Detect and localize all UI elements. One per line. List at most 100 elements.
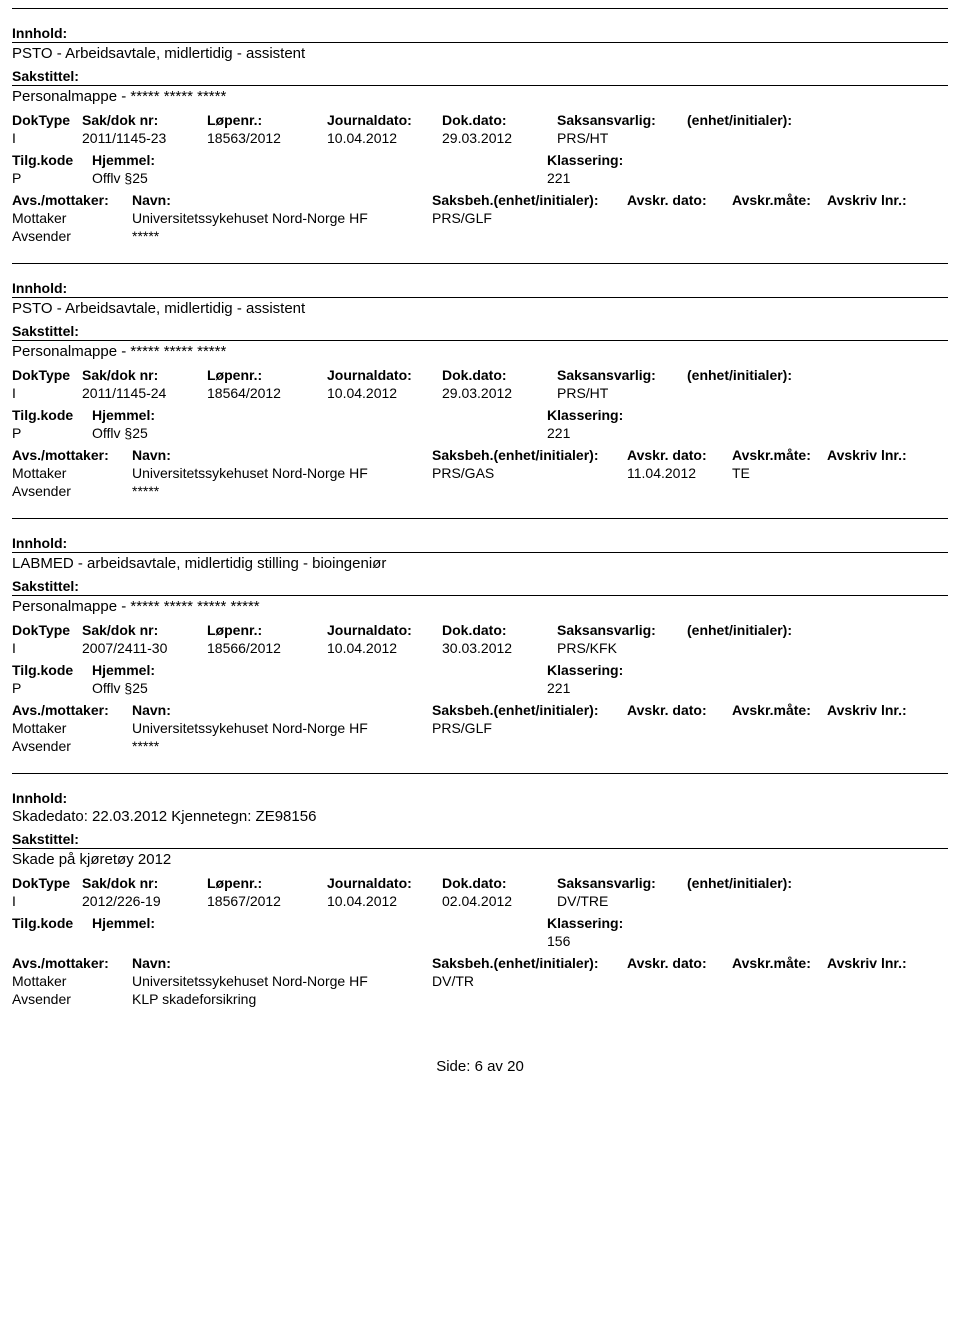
td-avskrmate	[732, 209, 827, 227]
th-navn: Navn:	[132, 954, 432, 972]
td-mottaker-navn: Universitetssykehuset Nord-Norge HF	[132, 972, 432, 990]
td-avskrlnr	[827, 464, 948, 482]
th-doktype: DokType	[12, 111, 82, 129]
td-mottaker-saksbeh: PRS/GLF	[432, 209, 627, 227]
td-hjemmel	[92, 932, 547, 950]
td-sakdok: 2011/1145-23	[82, 129, 207, 147]
td-avsender-role: Avsender	[12, 482, 132, 500]
td-tilgkode: P	[12, 169, 92, 187]
sakstittel-label: Sakstittel:	[12, 68, 948, 86]
td-avskrmate	[732, 719, 827, 737]
innhold-label: Innhold:	[12, 790, 948, 806]
th-saksbeh: Saksbeh.(enhet/initialer):	[432, 446, 627, 464]
th-avskrlnr: Avskriv lnr.:	[827, 954, 948, 972]
td-saksans: PRS/KFK	[557, 639, 687, 657]
hjemmel-table: Tilg.kode Hjemmel: Klassering: P Offlv §…	[12, 406, 948, 442]
th-avskrdato: Avskr. dato:	[627, 954, 732, 972]
th-avskrlnr: Avskriv lnr.:	[827, 701, 948, 719]
th-saksans: Saksansvarlig:	[557, 621, 687, 639]
td-mottaker-saksbeh: PRS/GLF	[432, 719, 627, 737]
th-doktype: DokType	[12, 621, 82, 639]
td-sakdok: 2011/1145-24	[82, 384, 207, 402]
innhold-text: PSTO - Arbeidsavtale, midlertidig - assi…	[12, 45, 948, 62]
td-klass: 221	[547, 424, 948, 442]
th-tilgkode: Tilg.kode	[12, 914, 92, 932]
sakstittel-label: Sakstittel:	[12, 578, 948, 596]
th-avskrlnr: Avskriv lnr.:	[827, 191, 948, 209]
sakstittel-text: Personalmappe - ***** ***** *****	[12, 88, 948, 105]
hjemmel-table: Tilg.kode Hjemmel: Klassering: P Offlv §…	[12, 661, 948, 697]
record: Innhold: PSTO - Arbeidsavtale, midlertid…	[12, 8, 948, 245]
td-lopenr: 18567/2012	[207, 892, 327, 910]
td-mottaker-role: Mottaker	[12, 972, 132, 990]
th-avskrdato: Avskr. dato:	[627, 446, 732, 464]
td-saksans: PRS/HT	[557, 129, 687, 147]
th-avsmottaker: Avs./mottaker:	[12, 191, 132, 209]
td-journal: 10.04.2012	[327, 129, 442, 147]
th-klass: Klassering:	[547, 151, 948, 169]
main-table: DokType Sak/dok nr: Løpenr.: Journaldato…	[12, 366, 948, 402]
th-sakdok: Sak/dok nr:	[82, 366, 207, 384]
th-enhet: (enhet/initialer):	[687, 366, 948, 384]
td-saksans: PRS/HT	[557, 384, 687, 402]
th-avskrmate: Avskr.måte:	[732, 954, 827, 972]
td-avskrdato	[627, 209, 732, 227]
td-doktype: I	[12, 639, 82, 657]
main-table: DokType Sak/dok nr: Løpenr.: Journaldato…	[12, 874, 948, 910]
td-doktype: I	[12, 892, 82, 910]
td-enhet	[687, 892, 948, 910]
mottaker-table: Avs./mottaker: Navn: Saksbeh.(enhet/init…	[12, 701, 948, 755]
td-dokdato: 29.03.2012	[442, 384, 557, 402]
th-journal: Journaldato:	[327, 874, 442, 892]
td-tilgkode: P	[12, 424, 92, 442]
td-doktype: I	[12, 384, 82, 402]
td-mottaker-navn: Universitetssykehuset Nord-Norge HF	[132, 464, 432, 482]
td-avsender-role: Avsender	[12, 227, 132, 245]
td-avskrlnr	[827, 209, 948, 227]
th-avskrdato: Avskr. dato:	[627, 701, 732, 719]
td-lopenr: 18563/2012	[207, 129, 327, 147]
th-dokdato: Dok.dato:	[442, 366, 557, 384]
sakstittel-label: Sakstittel:	[12, 831, 948, 849]
sakstittel-text: Personalmappe - ***** ***** ***** *****	[12, 598, 948, 615]
td-dokdato: 02.04.2012	[442, 892, 557, 910]
mottaker-table: Avs./mottaker: Navn: Saksbeh.(enhet/init…	[12, 191, 948, 245]
footer-total: 20	[507, 1058, 524, 1075]
td-tilgkode: P	[12, 679, 92, 697]
innhold-text: PSTO - Arbeidsavtale, midlertidig - assi…	[12, 300, 948, 317]
td-mottaker-navn: Universitetssykehuset Nord-Norge HF	[132, 719, 432, 737]
th-lopenr: Løpenr.:	[207, 366, 327, 384]
th-sakdok: Sak/dok nr:	[82, 111, 207, 129]
record: Innhold: Skadedato: 22.03.2012 Kjenneteg…	[12, 773, 948, 1008]
th-tilgkode: Tilg.kode	[12, 151, 92, 169]
th-navn: Navn:	[132, 191, 432, 209]
td-sakdok: 2012/226-19	[82, 892, 207, 910]
td-dokdato: 29.03.2012	[442, 129, 557, 147]
td-saksans: DV/TRE	[557, 892, 687, 910]
footer-page: 6	[475, 1058, 483, 1075]
th-dokdato: Dok.dato:	[442, 621, 557, 639]
main-table: DokType Sak/dok nr: Løpenr.: Journaldato…	[12, 111, 948, 147]
td-klass: 156	[547, 932, 948, 950]
th-dokdato: Dok.dato:	[442, 874, 557, 892]
td-enhet	[687, 384, 948, 402]
sakstittel-label: Sakstittel:	[12, 323, 948, 341]
innhold-label: Innhold:	[12, 280, 948, 298]
th-avsmottaker: Avs./mottaker:	[12, 446, 132, 464]
sakstittel-text: Skade på kjøretøy 2012	[12, 851, 948, 868]
th-avskrmate: Avskr.måte:	[732, 701, 827, 719]
td-enhet	[687, 129, 948, 147]
footer-av: av	[487, 1058, 503, 1075]
td-avskrdato	[627, 719, 732, 737]
td-hjemmel: Offlv §25	[92, 424, 547, 442]
th-avskrdato: Avskr. dato:	[627, 191, 732, 209]
td-avsender-navn: KLP skadeforsikring	[132, 990, 432, 1008]
th-doktype: DokType	[12, 366, 82, 384]
th-klass: Klassering:	[547, 406, 948, 424]
mottaker-table: Avs./mottaker: Navn: Saksbeh.(enhet/init…	[12, 954, 948, 1008]
td-avsender-navn: *****	[132, 737, 432, 755]
td-avskrmate: TE	[732, 464, 827, 482]
th-avsmottaker: Avs./mottaker:	[12, 701, 132, 719]
td-klass: 221	[547, 169, 948, 187]
th-saksans: Saksansvarlig:	[557, 874, 687, 892]
